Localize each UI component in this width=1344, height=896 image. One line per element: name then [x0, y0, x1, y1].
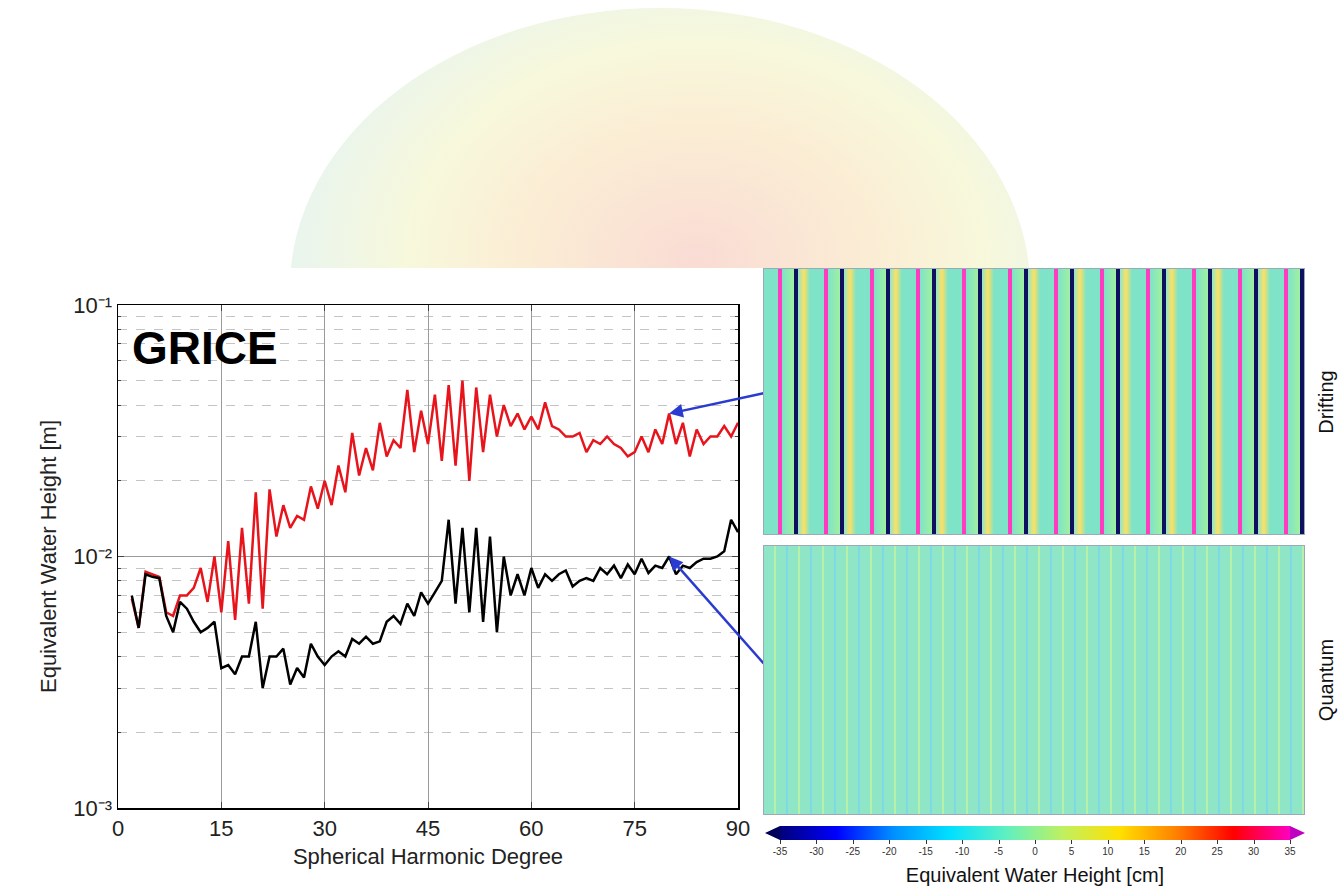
svg-text:30: 30: [312, 816, 336, 841]
svg-text:75: 75: [622, 816, 646, 841]
html-text:Drifting: Drifting: [1314, 369, 1337, 434]
html-text:-20: -20: [882, 846, 897, 857]
svg-text:90: 90: [726, 816, 750, 841]
html-text:0: 0: [1032, 846, 1038, 857]
html-text:-10: -10: [954, 846, 970, 857]
html-text:-5: -5: [994, 846, 1003, 857]
html-text:25: 25: [1211, 846, 1223, 857]
html-text:-30: -30: [809, 846, 824, 857]
html-text:10: 10: [1102, 846, 1114, 857]
html-text:-15: -15: [918, 846, 933, 857]
svg-text:15: 15: [209, 816, 233, 841]
svg-text:10⁻¹: 10⁻¹: [73, 293, 112, 318]
svg-text:60: 60: [519, 816, 543, 841]
html-text:15: 15: [1138, 846, 1150, 857]
svg-text:Equivalent Water Height [m]: Equivalent Water Height [m]: [36, 420, 61, 693]
svg-text:Spherical Harmonic Degree: Spherical Harmonic Degree: [293, 844, 563, 869]
svg-text:10⁻²: 10⁻²: [73, 544, 112, 569]
html-text:-25: -25: [845, 846, 861, 857]
svg-text:45: 45: [416, 816, 440, 841]
html-text:-35: -35: [772, 846, 788, 857]
svg-text:GRICE: GRICE: [132, 322, 278, 374]
html-text:Quantum: Quantum: [1314, 638, 1337, 722]
html-text:30: 30: [1248, 846, 1260, 857]
html-text:20: 20: [1175, 846, 1187, 857]
html-text:Equivalent Water Height [cm]: Equivalent Water Height [cm]: [905, 864, 1165, 886]
svg-text:0: 0: [112, 816, 124, 841]
svg-text:10⁻³: 10⁻³: [73, 796, 112, 821]
html-text:35: 35: [1284, 846, 1296, 857]
html-text:5: 5: [1068, 846, 1075, 857]
